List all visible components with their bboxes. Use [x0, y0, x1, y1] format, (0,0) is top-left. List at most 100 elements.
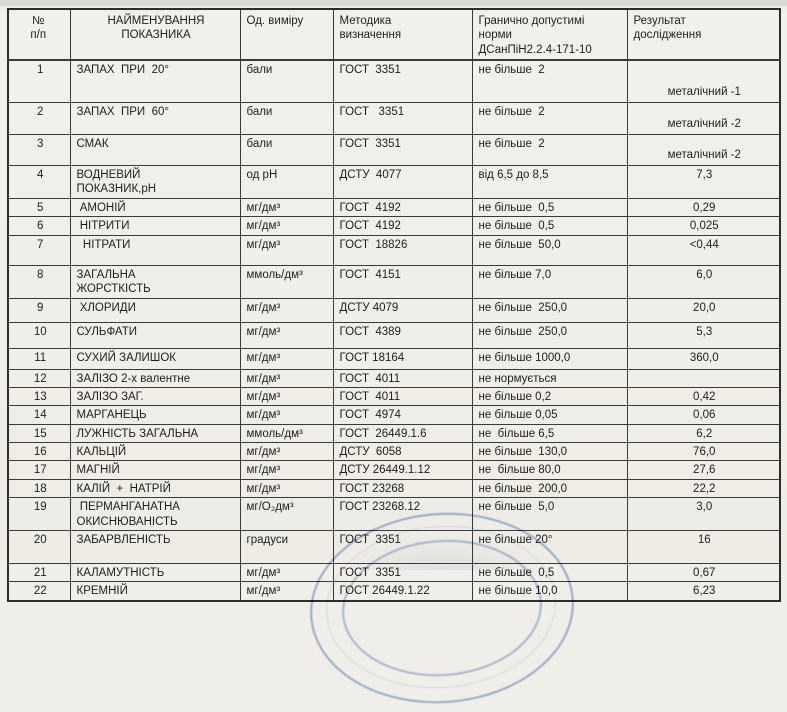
name-cell: ЗАЛІЗО 2-х валентне [69, 368, 241, 388]
method-cell: ГОСТ 26449.1.22 [332, 581, 473, 602]
result-cell: 7,3 [626, 165, 781, 199]
unit-cell: мг/дм³ [239, 562, 334, 583]
name-cell: КАЛЬЦІЙ [69, 441, 241, 462]
norm-cell: не нормується [471, 368, 628, 388]
num-cell: 20 [7, 529, 71, 564]
method-cell: ДСТУ 6058 [332, 441, 473, 462]
unit-cell: од рН [239, 165, 334, 199]
table-row: 8 ЗАГАЛЬНА ЖОРСТКІСТЬ ммоль/дм³ ГОСТ 415… [7, 264, 781, 299]
header-result: Результат дослідження [626, 8, 781, 61]
num-cell: 16 [7, 441, 71, 462]
norm-cell: не більше 5,0 [471, 497, 628, 531]
unit-cell: мг/дм³ [239, 478, 334, 499]
unit-cell: мг/дм³ [239, 197, 334, 218]
method-cell: ГОСТ 4011 [332, 368, 473, 388]
norm-cell: не більше 7,0 [471, 264, 628, 299]
method-cell: ГОСТ 4192 [332, 216, 473, 236]
num-cell: 3 [7, 134, 71, 166]
result-cell: 5,3 [626, 321, 781, 349]
unit-cell: мг/дм³ [239, 321, 334, 349]
water-analysis-table: № п/п НАЙМЕНУВАННЯ ПОКАЗНИКА Од. виміру … [7, 8, 781, 602]
table-row: 18 КАЛІЙ + НАТРІЙ мг/дм³ ГОСТ 23268 не б… [7, 478, 781, 499]
result-cell: 20,0 [626, 297, 781, 323]
unit-cell: мг/дм³ [239, 581, 334, 602]
num-cell: 11 [7, 347, 71, 370]
norm-cell: не більше 2 [471, 134, 628, 166]
num-cell: 15 [7, 423, 71, 444]
norm-cell: не більше 0,5 [471, 216, 628, 236]
name-cell: КАЛІЙ + НАТРІЙ [69, 478, 241, 499]
num-cell: 22 [7, 581, 71, 602]
norm-cell: не більше 50,0 [471, 234, 628, 266]
name-cell: ПЕРМАНГАНАТНА ОКИСНЮВАНІСТЬ [69, 497, 241, 531]
norm-cell: не більше 0,05 [471, 405, 628, 425]
norm-cell: не більше 0,5 [471, 562, 628, 583]
result-cell: 0,42 [626, 386, 781, 407]
norm-cell: не більше 20° [471, 529, 628, 564]
table-row: 12 ЗАЛІЗО 2-х валентне мг/дм³ ГОСТ 4011 … [7, 368, 781, 388]
name-cell: НІТРИТИ [69, 216, 241, 236]
result-cell: 3,0 [626, 497, 781, 531]
result-cell [626, 368, 781, 388]
result-cell: 0,06 [626, 405, 781, 425]
result-cell: 0,29 [626, 197, 781, 218]
unit-cell: ммоль/дм³ [239, 264, 334, 299]
name-cell: МАГНІЙ [69, 460, 241, 480]
num-cell: 7 [7, 234, 71, 266]
table-row: 10 СУЛЬФАТИ мг/дм³ ГОСТ 4389 не більше 2… [7, 321, 781, 349]
unit-cell: мг/дм³ [239, 405, 334, 425]
norm-cell: не більше 80,0 [471, 460, 628, 480]
norm-cell: не більше 0,2 [471, 386, 628, 407]
header-method: Методика визначення [332, 8, 473, 61]
norm-cell: не більше 2 [471, 102, 628, 135]
method-cell: ГОСТ 3351 [332, 562, 473, 583]
norm-cell: не більше 200,0 [471, 478, 628, 499]
method-cell: ГОСТ 3351 [332, 59, 473, 103]
method-cell: ГОСТ 4151 [332, 264, 473, 299]
unit-cell: бали [239, 59, 334, 103]
num-cell: 9 [7, 297, 71, 323]
name-cell: АМОНІЙ [69, 197, 241, 218]
method-cell: ДСТУ 26449.1.12 [332, 460, 473, 480]
result-cell: 6,2 [626, 423, 781, 444]
table-row: 20 ЗАБАРВЛЕНІСТЬ градуси ГОСТ 3351 не бі… [7, 529, 781, 564]
table-row: 14 МАРГАНЕЦЬ мг/дм³ ГОСТ 4974 не більше … [7, 405, 781, 425]
method-cell: ГОСТ 4389 [332, 321, 473, 349]
name-cell: СУХИЙ ЗАЛИШОК [69, 347, 241, 370]
table-row: 11 СУХИЙ ЗАЛИШОК мг/дм³ ГОСТ 18164 не бі… [7, 347, 781, 370]
name-cell: ЗАПАХ ПРИ 60° [69, 102, 241, 135]
table-row: 13 ЗАЛІЗО ЗАГ. мг/дм³ ГОСТ 4011 не більш… [7, 386, 781, 407]
method-cell: ГОСТ 23268.12 [332, 497, 473, 531]
table-row: 5 АМОНІЙ мг/дм³ ГОСТ 4192 не більше 0,5 … [7, 197, 781, 218]
method-cell: ГОСТ 3351 [332, 102, 473, 135]
unit-cell: мг/дм³ [239, 441, 334, 462]
table-row: 4 ВОДНЕВИЙ ПОКАЗНИК,рН од рН ДСТУ 4077 в… [7, 165, 781, 199]
num-cell: 4 [7, 165, 71, 199]
norm-cell: від 6,5 до 8,5 [471, 165, 628, 199]
method-cell: ГОСТ 18164 [332, 347, 473, 370]
num-cell: 17 [7, 460, 71, 480]
result-cell: 27,6 [626, 460, 781, 480]
unit-cell: градуси [239, 529, 334, 564]
norm-cell: не більше 2 [471, 59, 628, 103]
norm-cell: не більше 10,0 [471, 581, 628, 602]
result-cell: 360,0 [626, 347, 781, 370]
norm-cell: не більше 0,5 [471, 197, 628, 218]
num-cell: 5 [7, 197, 71, 218]
num-cell: 12 [7, 368, 71, 388]
norm-cell: не більше 250,0 [471, 297, 628, 323]
name-cell: НІТРАТИ [69, 234, 241, 266]
header-num: № п/п [7, 8, 71, 61]
num-cell: 19 [7, 497, 71, 531]
num-cell: 10 [7, 321, 71, 349]
num-cell: 8 [7, 264, 71, 299]
method-cell: ГОСТ 4974 [332, 405, 473, 425]
result-cell: 6,23 [626, 581, 781, 602]
header-row: № п/п НАЙМЕНУВАННЯ ПОКАЗНИКА Од. виміру … [7, 8, 781, 61]
name-cell: ЗАГАЛЬНА ЖОРСТКІСТЬ [69, 264, 241, 299]
result-cell: 0,67 [626, 562, 781, 583]
unit-cell: мг/дм³ [239, 347, 334, 370]
method-cell: ГОСТ 23268 [332, 478, 473, 499]
name-cell: СУЛЬФАТИ [69, 321, 241, 349]
unit-cell: мг/дм³ [239, 216, 334, 236]
